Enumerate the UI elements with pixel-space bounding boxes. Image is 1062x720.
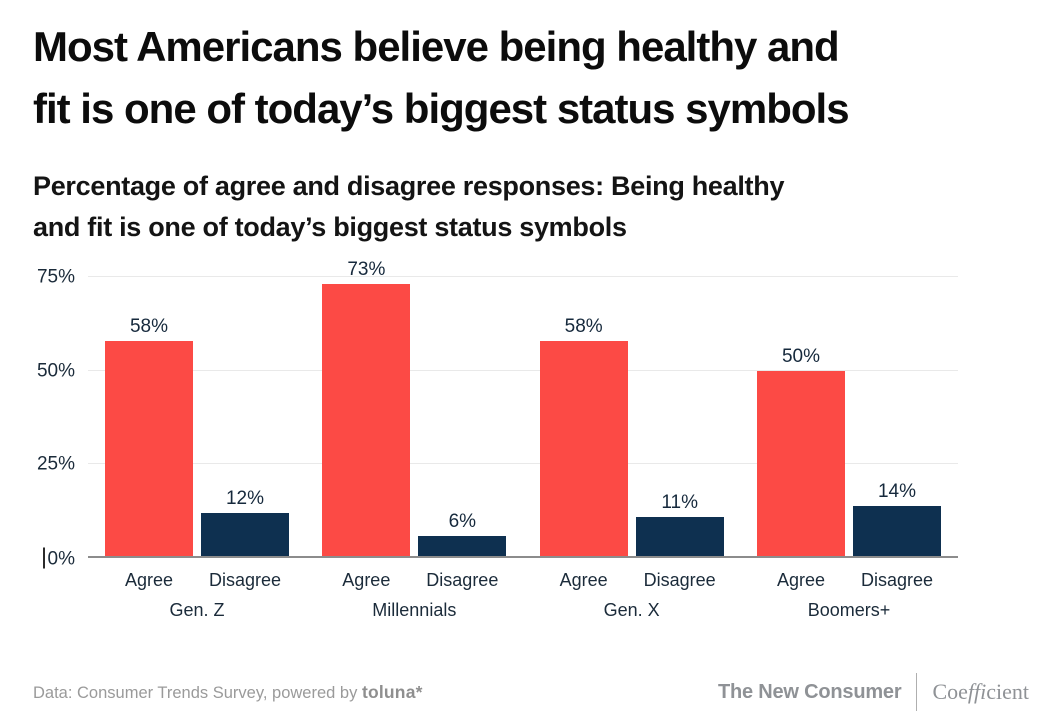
x-subrow-gen-z: Agree Disagree [104,570,290,591]
bar-col-disagree-gen-x: 11% [635,492,724,559]
x-category-label-boomers: Boomers+ [807,600,891,621]
y-axis: 0% 25% 50% 75% [33,263,88,568]
x-subrow-millennials: Agree Disagree [321,570,507,591]
y-tick-label-75: 75% [36,266,75,288]
gridline-25 [88,463,958,465]
bar-col-disagree-gen-z: 12% [201,488,289,559]
brand-lockup: The New Consumer Coefficient [717,673,1029,712]
x-axis-line [88,556,958,559]
bar-group-gen-z: 58% 12% [104,317,290,559]
gridline-75 [88,275,958,277]
bar-value-label-agree-gen-x: 58% [564,315,603,337]
bar-agree-boomers [756,370,845,559]
bar-col-agree-gen-z: 58% [105,317,193,559]
x-group-gen-z: Agree Disagree Gen. Z [104,570,290,621]
data-source-text: Data: Consumer Trends Survey, powered by [33,683,362,702]
bar-group-boomers: 50% 14% [756,347,942,559]
x-sub-label-disagree-millennials: Disagree [426,570,499,591]
x-category-label-gen-z: Gen. Z [169,600,225,621]
bar-value-label-disagree-boomers: 14% [877,480,916,502]
x-category-label-gen-x: Gen. X [603,600,660,621]
plot-area: 58% 12% 73% 6% 58% 11% 50% 14% [88,259,958,559]
bar-disagree-millennials [418,535,507,559]
chart-subtitle-line-2: and fit is one of today’s biggest status… [33,211,627,242]
bar-col-agree-millennials: 73% [322,259,411,559]
chart-subtitle: Percentage of agree and disagree respons… [33,166,1029,247]
x-sub-label-disagree-gen-x: Disagree [643,570,716,591]
bar-group-gen-x: 58% 11% [539,317,725,559]
bar-value-label-disagree-millennials: 6% [448,510,477,532]
x-group-gen-x: Agree Disagree Gen. X [539,570,725,621]
x-group-boomers: Agree Disagree Boomers+ [756,570,942,621]
data-source-note: Data: Consumer Trends Survey, powered by… [33,682,423,703]
brand-divider [916,673,918,712]
bar-value-label-agree-boomers: 50% [781,345,820,367]
bar-col-disagree-millennials: 6% [418,510,507,559]
x-sub-label-agree-gen-x: Agree [559,570,608,591]
y-tick-label-50: 50% [36,360,75,382]
chart-title-line-2: fit is one of today’s biggest status sym… [33,85,850,133]
bar-value-label-agree-millennials: 73% [347,259,386,281]
x-sub-label-disagree-boomers: Disagree [860,570,933,591]
chart-subtitle-line-1: Percentage of agree and disagree respons… [33,171,785,202]
bars-layer: 58% 12% 73% 6% 58% 11% 50% 14% [88,259,958,559]
bar-group-millennials: 73% 6% [321,259,507,559]
bar-chart: 0% 25% 50% 75% 58% 12% 73% 6% 58% 11% 50% 14% Agre… [33,259,958,621]
gridline-50 [88,369,958,371]
bar-col-agree-boomers: 50% [756,345,845,559]
x-sub-label-disagree-gen-z: Disagree [208,570,282,591]
bar-col-disagree-boomers: 14% [852,480,941,559]
the-new-consumer-logo: The New Consumer [717,680,902,703]
bar-value-label-disagree-gen-x: 11% [661,492,698,514]
bar-disagree-gen-x [635,517,724,559]
chart-title-line-1: Most Americans believe being healthy and [33,23,840,70]
x-subrow-gen-x: Agree Disagree [539,570,725,591]
bar-value-label-disagree-gen-z: 12% [225,488,265,510]
toluna-logo: toluna* [361,681,423,702]
bar-disagree-boomers [852,505,941,559]
coefficient-logo: Coefficient [932,679,1029,705]
y-tick-label-25: 25% [36,453,75,475]
bar-disagree-gen-z [201,513,289,559]
x-group-millennials: Agree Disagree Millennials [321,570,507,621]
x-axis-labels: Agree Disagree Gen. Z Agree Disagree Millenni… [88,570,958,621]
x-subrow-boomers: Agree Disagree [756,570,942,591]
x-category-label-millennials: Millennials [372,600,457,621]
x-sub-label-agree-millennials: Agree [342,570,391,591]
bar-col-agree-gen-x: 58% [539,315,628,559]
x-sub-label-agree-boomers: Agree [776,570,825,591]
footer: Data: Consumer Trends Survey, powered by… [33,673,1029,712]
bar-agree-gen-x [539,340,628,559]
y-tick-label-0: 0% [43,548,75,569]
bar-agree-millennials [322,284,411,559]
chart-title: Most Americans believe being healthy and… [33,16,1029,140]
x-sub-label-agree-gen-z: Agree [124,570,174,591]
bar-agree-gen-z [105,340,193,559]
bar-value-label-agree-gen-z: 58% [129,315,169,337]
